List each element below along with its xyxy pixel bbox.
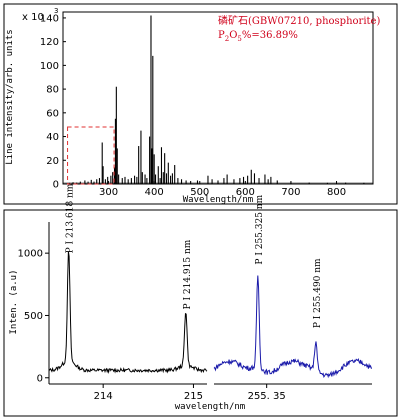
spectrum-x-tick-label: 300 bbox=[99, 187, 118, 198]
concentration-sub-1: 2 bbox=[225, 35, 229, 43]
series-2-line bbox=[213, 275, 373, 379]
spectrum-frame bbox=[3, 3, 398, 205]
spectrum-x-tick-label: 800 bbox=[327, 187, 346, 198]
spectrum-x-axis-label: Wavelength/nm bbox=[183, 195, 253, 205]
spectrum-x-tick-label: 700 bbox=[281, 187, 300, 198]
concentration-sub-2: 5 bbox=[237, 35, 241, 43]
spectrum-y-tick-label: 80 bbox=[46, 85, 59, 96]
y-multiplier-exponent: 3 bbox=[54, 7, 58, 15]
spectrum-y-tick-label: 0 bbox=[53, 180, 59, 191]
zoom-x-tick-label: 255. 35 bbox=[248, 391, 286, 402]
peak-label: P I 255.325 nm bbox=[255, 194, 265, 264]
spectrum-x-tick-label: 400 bbox=[145, 187, 164, 198]
zoom-chart: 0 500 1000 214 215 255. 35 Inten. (a.u) wave… bbox=[3, 183, 398, 417]
peak-label: P I 213.618 nm bbox=[66, 183, 76, 253]
spectrum-y-tick-label: 140 bbox=[40, 13, 59, 24]
spectrum-x-tick-label: 500 bbox=[190, 187, 209, 198]
concentration-label: P2O5%=36.89% bbox=[218, 30, 298, 43]
zoom-y-ticks: 0 500 1000 bbox=[18, 249, 49, 384]
concentration-prefix: P bbox=[218, 30, 225, 41]
spectrum-y-tick-label: 20 bbox=[46, 156, 59, 167]
spectrum-y-ticks: 0 20 40 60 80 100 120 140 bbox=[40, 13, 66, 191]
spectrum-y-tick-label: 60 bbox=[46, 108, 59, 119]
zoom-y-axis-label: Inten. (a.u) bbox=[9, 269, 19, 334]
zoom-y-tick-label: 1000 bbox=[18, 249, 43, 260]
spectrum-x-tick-label: 600 bbox=[236, 187, 255, 198]
spectrum-chart: 0 20 40 60 80 100 120 140 300 400 500 600 700 800 x … bbox=[3, 3, 398, 205]
y-multiplier-base: x 10 bbox=[22, 12, 44, 23]
spectrum-y-tick-label: 100 bbox=[40, 61, 59, 72]
spectrum-y-tick-label: 40 bbox=[46, 132, 59, 143]
zoom-x-ticks: 214 215 255. 35 bbox=[94, 384, 286, 402]
spectrum-lines bbox=[63, 15, 373, 184]
zoom-x-tick-label: 214 bbox=[94, 391, 113, 402]
zoom-x-axis-label: wavelength/nm bbox=[175, 402, 245, 412]
concentration-suffix: %=36.89% bbox=[242, 30, 298, 41]
sample-label: 磷矿石(GBW07210, phosphorite) bbox=[218, 14, 380, 27]
zoom-y-tick-label: 0 bbox=[37, 373, 43, 384]
zoom-x-tick-label: 215 bbox=[184, 391, 203, 402]
highlight-region bbox=[67, 126, 115, 185]
peak-label: P I 214.915 nm bbox=[183, 239, 193, 309]
concentration-mid: O bbox=[229, 30, 237, 41]
spectrum-y-tick-label: 120 bbox=[40, 37, 59, 48]
peak-labels: P I 213.618 nm P I 214.915 nm P I 255.325 … bbox=[66, 183, 323, 328]
zoom-frame bbox=[3, 209, 398, 417]
peak-label: P I 255.490 nm bbox=[313, 258, 323, 328]
spectrum-y-axis-label: Line intensity/arb. units bbox=[5, 29, 15, 164]
series-1-line bbox=[48, 251, 208, 374]
zoom-y-tick-label: 500 bbox=[24, 311, 43, 322]
